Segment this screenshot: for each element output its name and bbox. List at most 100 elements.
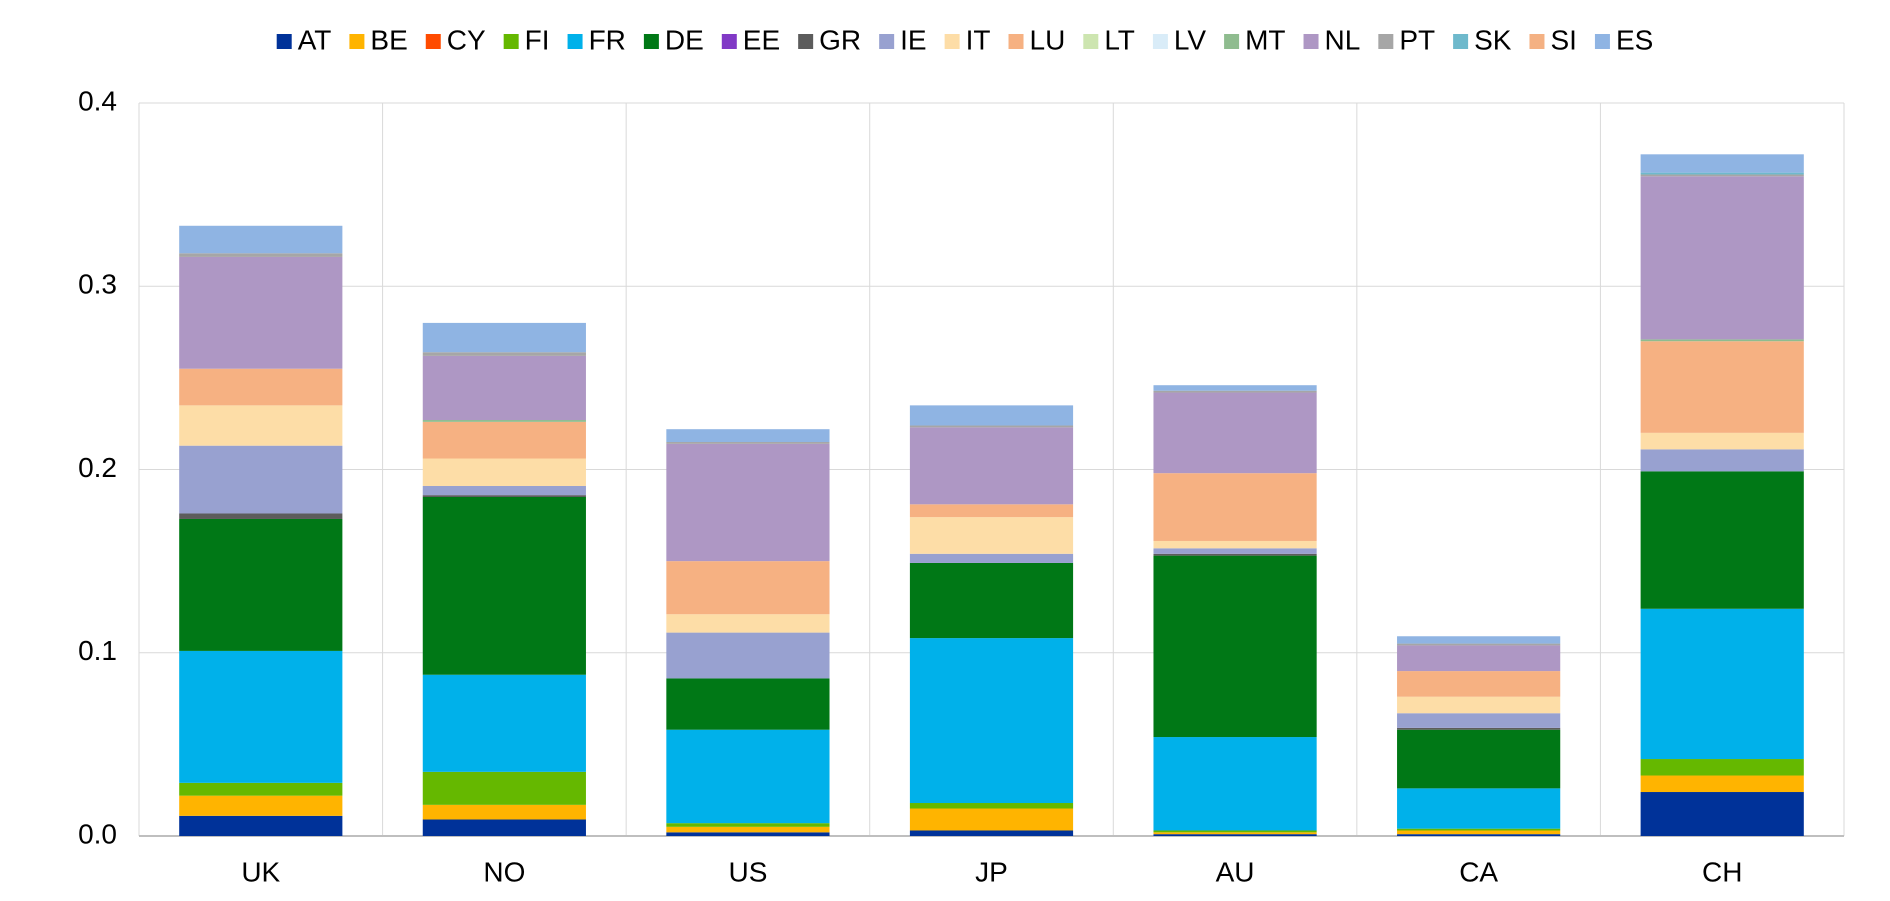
- legend-swatch: [643, 34, 659, 49]
- bar-segment: [1640, 775, 1804, 793]
- bar-segment: [422, 771, 586, 805]
- bar-segment: [179, 795, 343, 816]
- legend-swatch: [1594, 34, 1610, 49]
- bar-segment: [422, 355, 586, 421]
- legend-item: LV: [1152, 24, 1206, 55]
- bar-segment: [422, 352, 586, 356]
- legend-swatch: [567, 34, 583, 49]
- legend-swatch: [944, 34, 960, 49]
- legend-swatch: [503, 34, 519, 49]
- legend-swatch: [1083, 34, 1099, 49]
- bar-segment: [666, 678, 830, 730]
- legend-item: FR: [567, 24, 626, 55]
- bar-segment: [179, 405, 343, 446]
- x-tick-label: CA: [1459, 856, 1498, 887]
- bar-segment: [1640, 339, 1804, 342]
- bar-segment: [422, 458, 586, 486]
- legend-label: GR: [819, 24, 861, 55]
- bar-segment: [179, 518, 343, 651]
- legend-label: DE: [665, 24, 704, 55]
- bar-segment: [179, 782, 343, 796]
- legend-label: LT: [1104, 24, 1135, 55]
- bar-segment: [179, 256, 343, 369]
- bar-segment: [666, 826, 830, 833]
- legend: AT BE CY FI FR DE EE GR IE IT LU LT LV MT NL PT SK SI ES: [276, 24, 1653, 55]
- bar-segment: [1153, 548, 1317, 554]
- legend-label: IT: [966, 24, 991, 55]
- bar-segment: [909, 504, 1074, 518]
- legend-item: FI: [503, 24, 550, 55]
- legend-item: IE: [879, 24, 927, 55]
- x-tick-label: AU: [1216, 856, 1255, 887]
- legend-label: CY: [447, 24, 486, 55]
- bar-segment: [666, 429, 830, 443]
- bar-segment: [1153, 385, 1317, 391]
- bar-segment: [1153, 473, 1317, 541]
- y-tick-label: 0.3: [78, 269, 117, 300]
- legend-label: LU: [1030, 24, 1066, 55]
- bar-segment: [1153, 737, 1317, 831]
- legend-item: EE: [721, 24, 780, 55]
- bar-segment: [909, 638, 1074, 804]
- bar-segment: [1397, 636, 1561, 644]
- bar-segment: [1397, 645, 1561, 672]
- bar-segment: [666, 832, 830, 836]
- x-tick-label: JP: [975, 856, 1008, 887]
- legend-swatch: [1453, 34, 1469, 49]
- legend-swatch: [721, 34, 737, 49]
- legend-label: SK: [1474, 24, 1512, 55]
- legend-label: BE: [370, 24, 407, 55]
- legend-item: MT: [1224, 24, 1286, 55]
- bar-segment: [666, 442, 830, 444]
- legend-label: NL: [1325, 24, 1361, 55]
- bar-segment: [1397, 713, 1561, 728]
- bar-segment: [179, 368, 343, 406]
- bar-segment: [1640, 432, 1804, 450]
- bar-segment: [1640, 792, 1804, 836]
- legend-swatch: [879, 34, 895, 49]
- legend-item: ES: [1594, 24, 1653, 55]
- legend-swatch: [1529, 34, 1545, 49]
- bar-segment: [1640, 176, 1804, 340]
- legend-item: NL: [1303, 24, 1361, 55]
- legend-swatch: [1152, 34, 1168, 49]
- bar-segment: [179, 650, 343, 783]
- legend-item: SI: [1529, 24, 1577, 55]
- legend-swatch: [349, 34, 365, 49]
- legend-label: MT: [1245, 24, 1285, 55]
- bar-segment: [422, 819, 586, 836]
- legend-item: PT: [1378, 24, 1435, 55]
- x-tick-label: UK: [241, 856, 280, 887]
- bar-segment: [909, 808, 1074, 831]
- bar-segment: [1640, 174, 1804, 177]
- bar-segment: [1153, 540, 1317, 549]
- y-tick-label: 0.4: [78, 85, 117, 116]
- bar-segment: [1397, 834, 1561, 836]
- bar-segment: [1397, 643, 1561, 646]
- bar-segment: [1397, 729, 1561, 789]
- bar-segment: [1153, 392, 1317, 474]
- y-tick-label: 0.1: [78, 635, 117, 666]
- legend-item: IT: [944, 24, 991, 55]
- bar-segment: [1397, 727, 1561, 730]
- bar-segment: [1153, 553, 1317, 556]
- legend-label: IE: [900, 24, 926, 55]
- legend-item: AT: [276, 24, 331, 55]
- bar-segment: [422, 495, 586, 497]
- bar-segment: [666, 632, 830, 679]
- bar-segment: [422, 496, 586, 675]
- bar-segment: [909, 562, 1074, 639]
- bar-segment: [422, 421, 586, 459]
- bar-segment: [909, 803, 1074, 809]
- bar-segment: [1153, 555, 1317, 738]
- bar-segment: [1153, 830, 1317, 833]
- bar-segment: [179, 513, 343, 519]
- bar-segment: [1640, 341, 1804, 433]
- legend-item: BE: [349, 24, 408, 55]
- bar-segment: [909, 553, 1074, 563]
- bar-segment: [909, 517, 1074, 554]
- legend-item: DE: [643, 24, 704, 55]
- legend-label: LV: [1174, 24, 1206, 55]
- bar-segment: [666, 561, 830, 615]
- legend-swatch: [276, 34, 292, 49]
